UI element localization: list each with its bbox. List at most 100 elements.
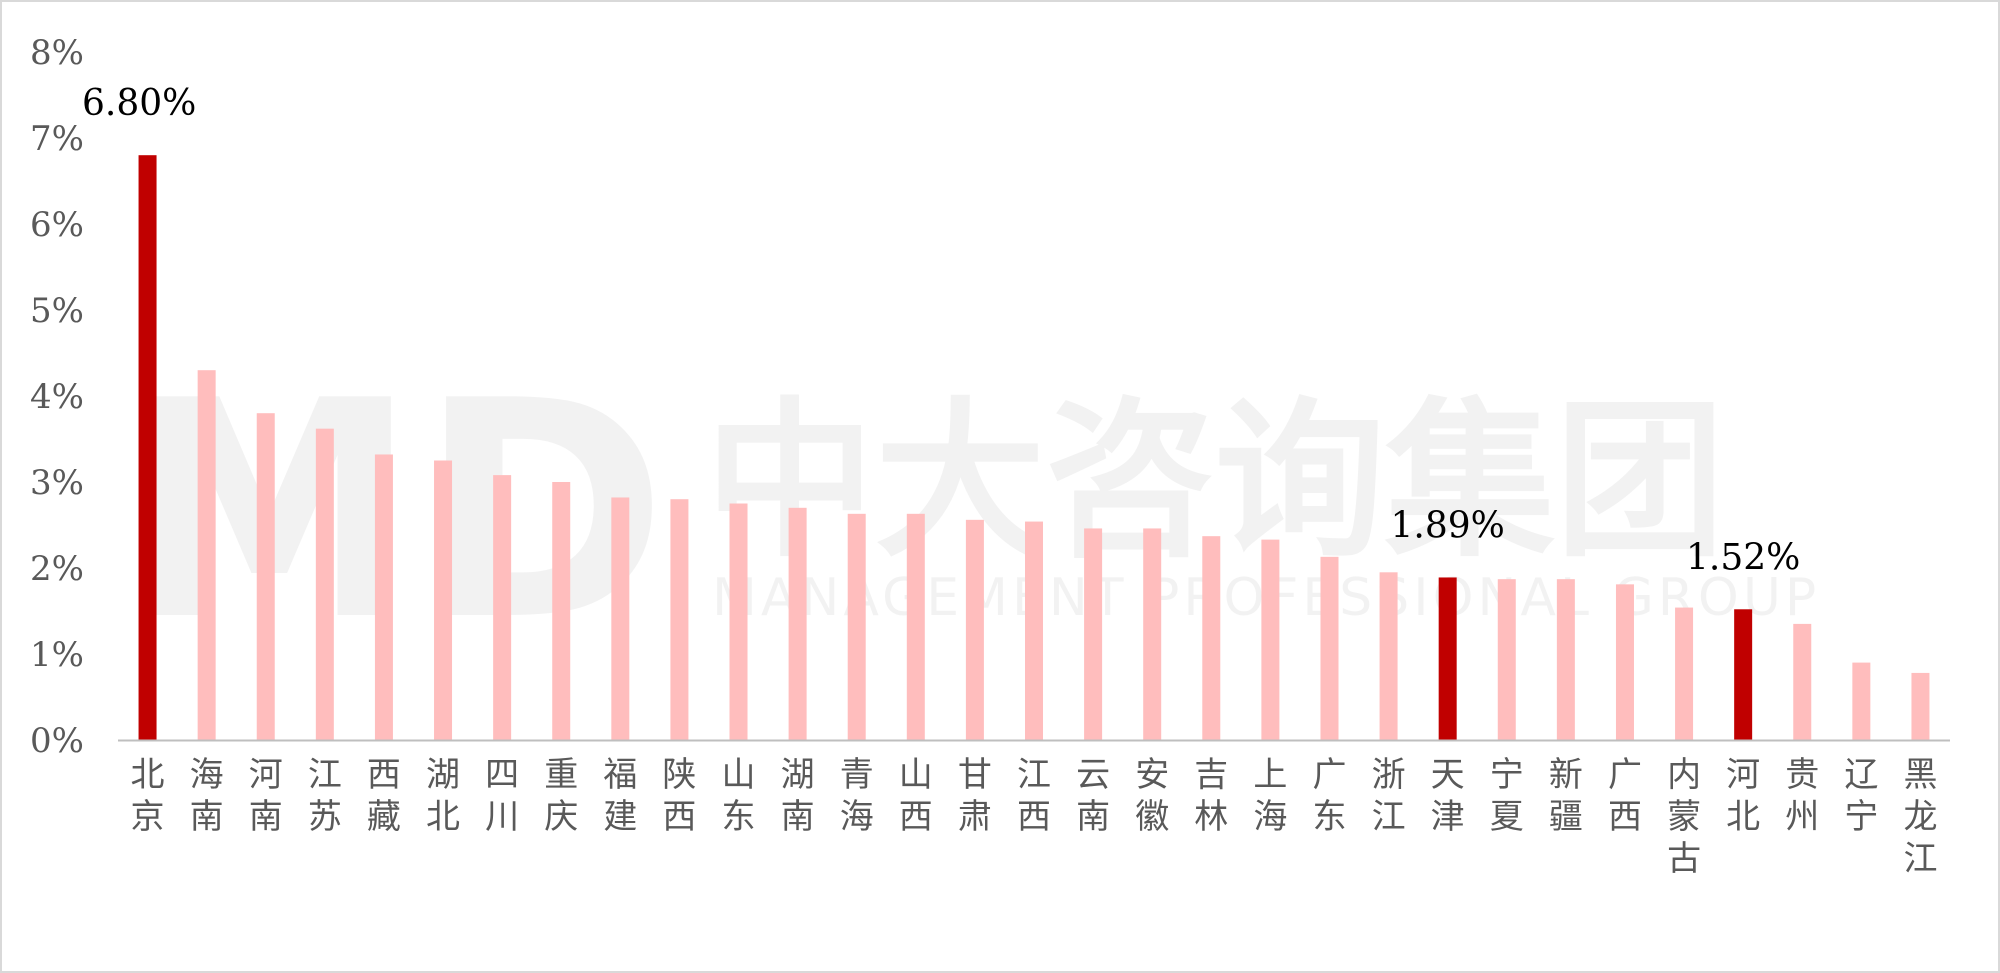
bar [965, 519, 984, 740]
bar [1025, 521, 1043, 740]
category-label: 湖南 [781, 755, 815, 837]
category-label: 河北 [1726, 755, 1760, 837]
category-label-char: 上 [1253, 755, 1287, 795]
category-label-char: 夏 [1490, 797, 1524, 837]
category-label-char: 山 [899, 755, 933, 795]
category-label-char: 龙 [1903, 797, 1937, 837]
category-label-char: 江 [1903, 839, 1937, 879]
y-tick-label: 8% [30, 33, 84, 73]
bar [1675, 607, 1694, 740]
category-label: 广西 [1608, 755, 1642, 837]
category-label-char: 内 [1667, 755, 1701, 795]
category-label-char: 宁 [1490, 755, 1524, 795]
category-label: 江苏 [308, 755, 342, 837]
category-label-char: 北 [131, 755, 165, 795]
category-label-char: 海 [840, 797, 874, 837]
y-tick-label: 7% [30, 119, 84, 159]
category-label-char: 南 [781, 797, 815, 837]
category-label-char: 辽 [1844, 755, 1878, 795]
category-label: 青海 [840, 755, 874, 837]
category-label: 西藏 [367, 755, 401, 837]
category-label: 山西 [899, 755, 933, 837]
bars [138, 155, 1930, 740]
bar [315, 428, 334, 740]
category-label-char: 河 [1726, 755, 1760, 795]
category-label-char: 西 [899, 797, 933, 837]
category-label-char: 疆 [1549, 797, 1583, 837]
bar [1084, 528, 1103, 740]
y-axis-tick-labels: 0% 1% 2% 3% 4% 5% 6% 7% 8% [30, 33, 84, 761]
category-label: 广东 [1312, 755, 1346, 837]
bar [847, 513, 866, 740]
category-label-char: 贵 [1785, 755, 1819, 795]
category-label: 河南 [249, 755, 283, 837]
bar [1793, 623, 1812, 740]
bar [374, 454, 393, 740]
category-label-char: 肃 [958, 797, 992, 837]
bar [670, 499, 689, 740]
category-labels: 北京海南河南江苏西藏湖北四川重庆福建陕西山东湖南青海山西甘肃江西云南安徽吉林上海… [131, 755, 1938, 879]
category-label-char: 川 [485, 797, 519, 837]
category-label-char: 湖 [426, 755, 460, 795]
category-label: 湖北 [426, 755, 460, 837]
category-label: 内蒙古 [1667, 755, 1701, 879]
category-label-char: 青 [840, 755, 874, 795]
category-label-char: 甘 [958, 755, 992, 795]
category-label-char: 海 [190, 755, 224, 795]
category-label-char: 吉 [1194, 755, 1228, 795]
data-label: 6.80% [82, 83, 196, 124]
bar [1497, 579, 1516, 740]
bar [197, 370, 216, 740]
y-tick-label: 3% [30, 463, 84, 503]
category-label-char: 江 [308, 755, 342, 795]
category-label: 宁夏 [1490, 755, 1524, 837]
category-label: 云南 [1076, 755, 1110, 837]
category-label: 海南 [190, 755, 224, 837]
data-label: 1.52% [1686, 537, 1800, 578]
category-label-char: 重 [544, 755, 578, 795]
category-label: 上海 [1253, 755, 1287, 837]
category-label-char: 海 [1253, 797, 1287, 837]
category-label-char: 州 [1785, 797, 1819, 837]
category-label: 重庆 [544, 755, 578, 837]
category-label-char: 黑 [1903, 755, 1937, 795]
y-tick-label: 1% [30, 635, 84, 675]
category-label-char: 河 [249, 755, 283, 795]
bar [1852, 662, 1871, 740]
category-label-char: 津 [1431, 797, 1465, 837]
category-label-char: 京 [131, 797, 165, 837]
category-label-char: 新 [1549, 755, 1583, 795]
category-label-char: 东 [722, 797, 756, 837]
category-label: 安徽 [1135, 755, 1169, 837]
y-tick-label: 5% [30, 291, 84, 331]
category-label-char: 广 [1312, 755, 1346, 795]
category-label: 山东 [722, 755, 756, 837]
category-label-char: 北 [426, 797, 460, 837]
bar [788, 507, 807, 740]
category-label-char: 福 [603, 755, 637, 795]
category-label-char: 古 [1667, 839, 1701, 879]
category-label-char: 庆 [544, 797, 578, 837]
category-label: 北京 [131, 755, 165, 837]
bar [138, 155, 157, 740]
category-label-char: 山 [722, 755, 756, 795]
category-label-char: 浙 [1372, 755, 1406, 795]
category-label-char: 陕 [662, 755, 696, 795]
category-label: 甘肃 [958, 755, 992, 837]
bar [1615, 584, 1634, 740]
category-label-char: 林 [1194, 797, 1228, 837]
category-label-char: 宁 [1844, 797, 1878, 837]
category-label-char: 西 [1017, 797, 1051, 837]
category-label-char: 江 [1372, 797, 1406, 837]
category-label-char: 四 [485, 755, 519, 795]
bar [611, 497, 630, 740]
bar [552, 482, 571, 740]
category-label-char: 安 [1135, 755, 1169, 795]
category-label: 江西 [1017, 755, 1051, 837]
category-label-char: 南 [1076, 797, 1110, 837]
bar [434, 460, 453, 740]
category-label: 吉林 [1194, 755, 1228, 837]
category-label-char: 湖 [781, 755, 815, 795]
category-label-char: 西 [367, 755, 401, 795]
bar [1438, 577, 1457, 740]
